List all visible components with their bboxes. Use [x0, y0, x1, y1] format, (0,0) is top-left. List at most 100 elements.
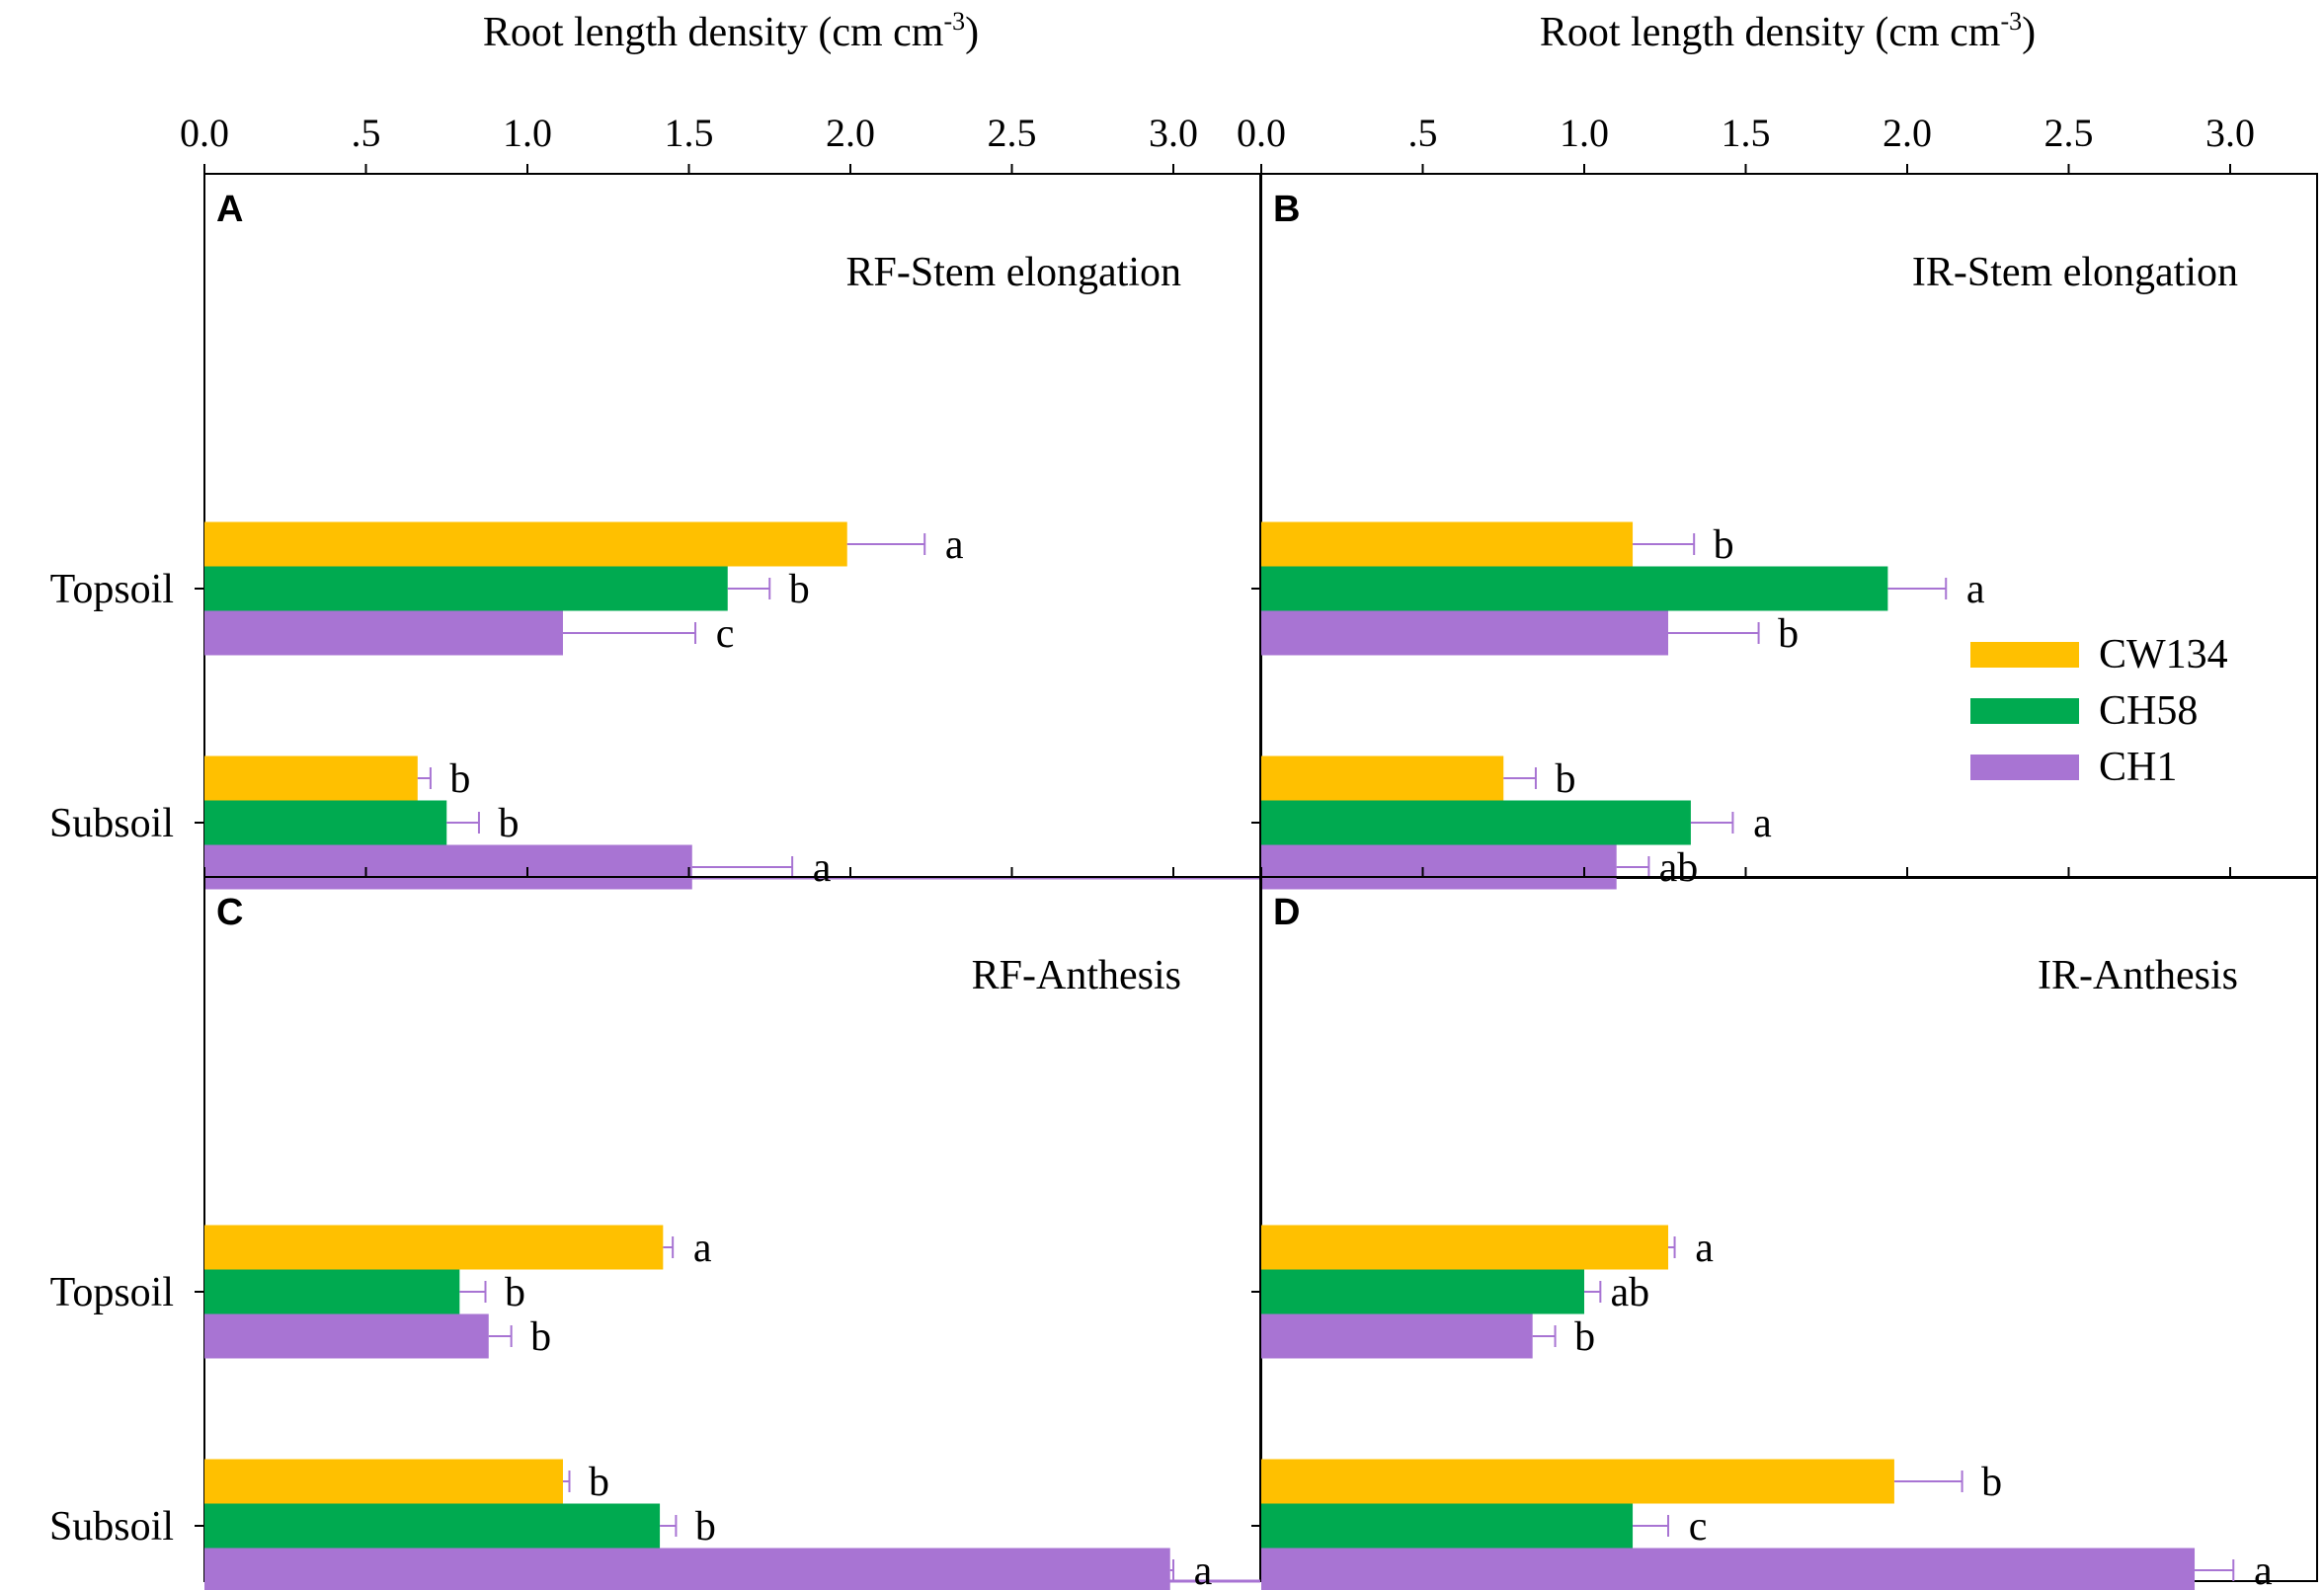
x-tick-label: 1.0	[1560, 111, 1609, 155]
significance-letter: b	[789, 567, 810, 612]
error-bar	[1887, 578, 1948, 599]
x-tick-label: 1.0	[503, 111, 552, 155]
bar-ch58	[1261, 800, 1691, 845]
error-bar	[1169, 1559, 1174, 1581]
significance-letter: a	[1966, 567, 1985, 612]
significance-letter: b	[1555, 756, 1575, 802]
significance-letter: b	[1574, 1314, 1595, 1360]
legend-label: CH1	[2099, 745, 2177, 790]
panel-letter: A	[216, 189, 243, 230]
x-tick-labels: 0.0 .5 1.0 1.5 2.0 2.5 3.0 0.0 .5 1.0 1.5 2.0 2.5 3.0	[180, 111, 2255, 155]
significance-letter: c	[1689, 1504, 1708, 1550]
legend-item: CH1	[1970, 745, 2177, 790]
bar-cw134	[1261, 1225, 1669, 1270]
x-tick-label: .5	[352, 111, 381, 155]
x-tick-label: 1.5	[665, 111, 714, 155]
bar-ch58	[1261, 1503, 1634, 1549]
category-label: Subsoil	[49, 1504, 174, 1550]
x-tick-label: 2.0	[1883, 111, 1932, 155]
bar-cw134	[204, 1459, 563, 1504]
significance-letter: b	[1981, 1460, 2002, 1505]
x-tick-label: 1.5	[1722, 111, 1771, 155]
category-label: Subsoil	[49, 801, 174, 846]
panel-letter: D	[1273, 892, 1300, 933]
bar-ch1	[204, 1313, 489, 1359]
legend-item: CH58	[1970, 688, 2198, 734]
significance-letter: a	[813, 845, 832, 891]
error-bar	[488, 1325, 513, 1347]
x-tick-label: 3.0	[1149, 111, 1198, 155]
category-label: Topsoil	[50, 567, 174, 612]
significance-letter: a	[1753, 801, 1772, 846]
x-axis-title-left: Root length density (cm cm-3)	[483, 7, 979, 55]
bar-cw134	[1261, 755, 1504, 801]
error-bar	[1616, 856, 1650, 878]
error-bar	[660, 1515, 678, 1537]
error-bar	[1668, 1236, 1676, 1258]
error-bar	[1633, 533, 1696, 555]
bar-ch1	[1261, 610, 1669, 656]
significance-letter: c	[716, 611, 735, 657]
significance-letter: a	[1695, 1226, 1714, 1271]
panel-title: IR-Stem elongation	[1912, 250, 2238, 295]
error-bar	[727, 578, 771, 599]
category-label: Topsoil	[50, 1270, 174, 1315]
x-tick-label: .5	[1408, 111, 1438, 155]
significance-letter: b	[449, 756, 470, 802]
significance-letter: b	[1714, 522, 1734, 568]
panel-title: IR-Anthesis	[2038, 953, 2238, 998]
bar-ch1	[204, 610, 563, 656]
error-bar	[691, 856, 794, 878]
legend-swatch	[1970, 698, 2079, 724]
legend-item: CW134	[1970, 632, 2228, 677]
significance-letter: ab	[1659, 845, 1699, 891]
error-bar	[417, 767, 432, 789]
x-tick-label: 2.0	[826, 111, 875, 155]
bar-cw134	[1261, 1459, 1894, 1504]
error-bar	[846, 533, 926, 555]
bar-ch1	[1261, 1548, 2196, 1590]
x-axis-title-right: Root length density (cm cm-3)	[1540, 7, 2036, 55]
x-tick-label: 2.5	[988, 111, 1037, 155]
error-bar	[562, 622, 697, 644]
error-bar	[1633, 1515, 1670, 1537]
significance-letter: a	[693, 1226, 712, 1271]
error-bar	[2195, 1559, 2235, 1581]
significance-letter: a	[1194, 1549, 1213, 1590]
error-bar	[1668, 622, 1760, 644]
significance-letter: b	[498, 801, 519, 846]
bar-cw134	[1261, 521, 1634, 567]
bar-ch1	[204, 1548, 1170, 1590]
significance-letter: b	[505, 1270, 525, 1315]
x-tick-label: 2.5	[2044, 111, 2094, 155]
x-tick-label: 0.0	[1237, 111, 1286, 155]
bar-ch1	[1261, 1313, 1533, 1359]
significance-letter: b	[530, 1314, 551, 1360]
legend: CW134 CH58 CH1	[1970, 632, 2228, 790]
error-bar	[663, 1236, 675, 1258]
error-bar	[459, 1281, 487, 1303]
significance-letter: b	[695, 1504, 716, 1550]
panels: ARF-Stem elongationTopsoilabcSubsoilbbaB…	[49, 164, 2318, 1590]
error-bar	[1584, 1281, 1602, 1303]
bar-cw134	[204, 1225, 664, 1270]
bar-ch58	[204, 800, 447, 845]
bar-ch58	[204, 1503, 661, 1549]
x-tick-label: 0.0	[180, 111, 229, 155]
x-tick-label: 3.0	[2205, 111, 2255, 155]
significance-letter: a	[2254, 1549, 2273, 1590]
legend-label: CH58	[2099, 688, 2198, 734]
bar-ch1	[204, 844, 692, 890]
error-bar	[1690, 812, 1734, 834]
bar-ch58	[204, 566, 728, 611]
bar-ch58	[204, 1269, 460, 1314]
significance-letter: a	[945, 522, 964, 568]
significance-letter: b	[1778, 611, 1799, 657]
legend-label: CW134	[2099, 632, 2228, 677]
panel-title: RF-Anthesis	[972, 953, 1181, 998]
legend-swatch	[1970, 642, 2079, 668]
